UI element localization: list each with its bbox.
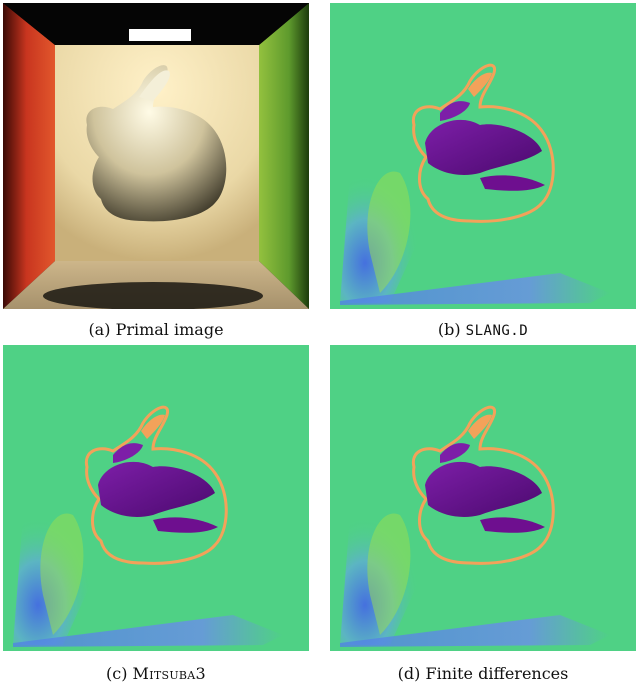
finite-differences-gradient-panel [330,345,636,651]
slang-d-gradient-panel [330,3,636,309]
caption-d-label: (d) [397,664,421,683]
caption-c-text: Mitsuba3 [132,664,207,683]
caption-c: (c) Mitsuba3 [3,664,309,684]
primal-image [3,3,309,309]
caption-d-text: Finite differences [425,664,569,683]
slang-d-gradient-image [330,3,636,309]
caption-a: (a) Primal image [3,320,309,340]
caption-b: (b) SLANG.D [330,320,636,341]
caption-a-text: Primal image [115,320,224,339]
mitsuba3-gradient-image [3,345,309,651]
primal-image-panel [3,3,309,309]
caption-a-label: (a) [88,320,111,339]
mitsuba3-gradient-panel [3,345,309,651]
caption-c-label: (c) [105,664,128,683]
finite-differences-gradient-image [330,345,636,651]
caption-b-text: SLANG.D [465,323,529,339]
caption-b-label: (b) [437,320,461,339]
caption-d: (d) Finite differences [330,664,636,684]
